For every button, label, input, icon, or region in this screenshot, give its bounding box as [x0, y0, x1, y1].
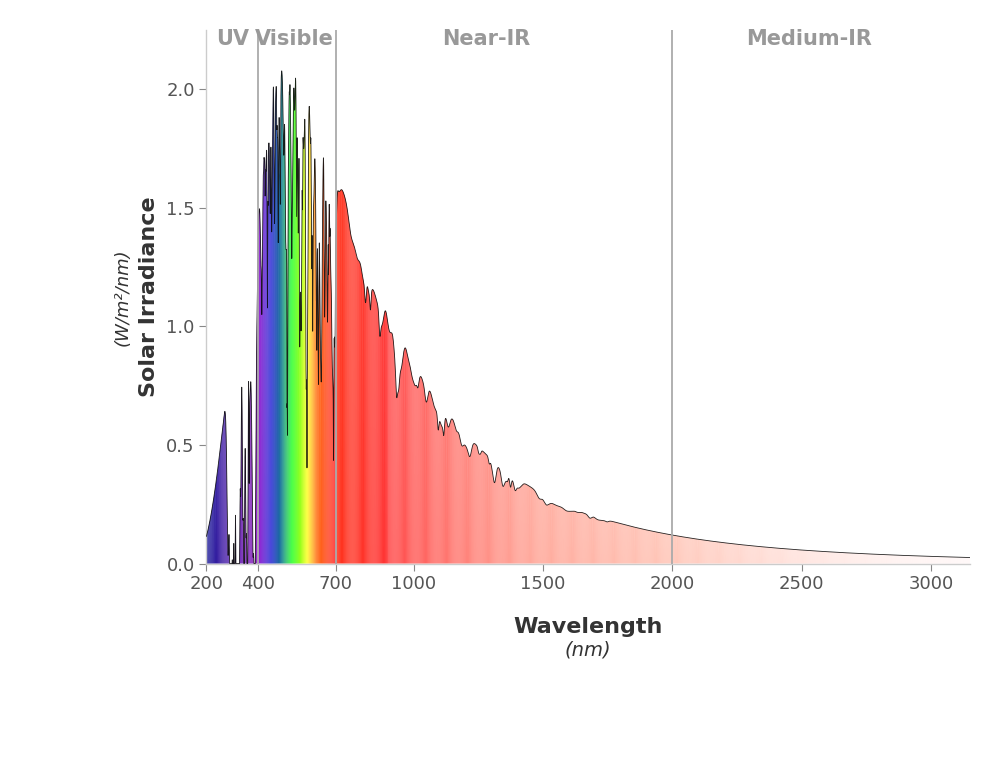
- Text: (W/m²/nm): (W/m²/nm): [113, 248, 131, 346]
- Text: UV: UV: [216, 29, 249, 49]
- Text: (nm): (nm): [565, 641, 612, 660]
- Text: Visible: Visible: [255, 29, 334, 49]
- Text: Near-IR: Near-IR: [442, 29, 530, 49]
- Text: Solar Irradiance: Solar Irradiance: [139, 196, 160, 397]
- Text: Medium-IR: Medium-IR: [747, 29, 873, 49]
- Text: Wavelength: Wavelength: [513, 617, 663, 637]
